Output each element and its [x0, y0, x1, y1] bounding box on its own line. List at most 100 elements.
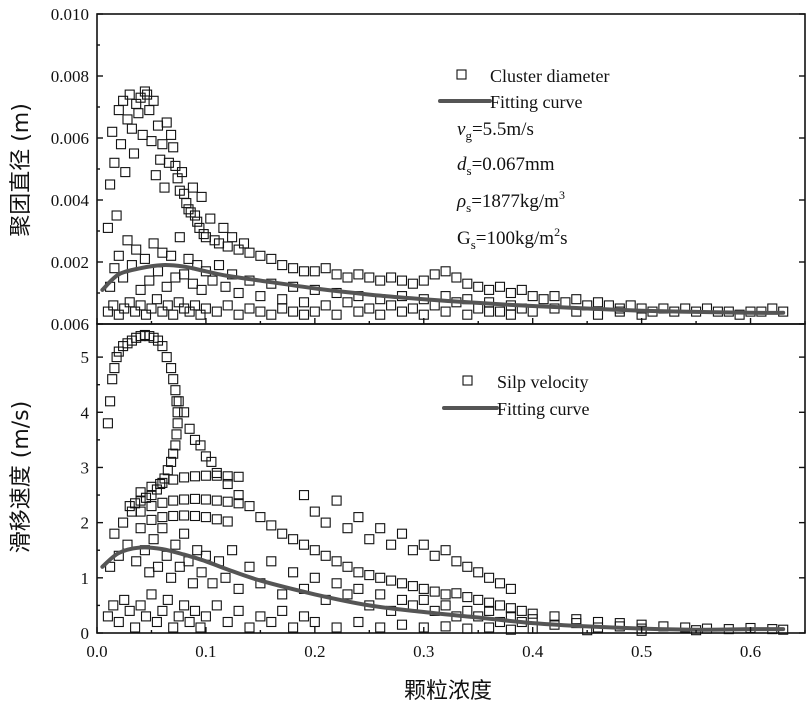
annotation-particle-density: ρs=1877kg/m3 [456, 188, 565, 215]
bottom-legend-line-label: Fitting curve [497, 399, 590, 419]
top-data-point [146, 136, 157, 147]
top-data-point [233, 287, 244, 299]
bottom-data-point [144, 567, 155, 578]
bottom-data-point [119, 594, 130, 605]
top-data-point [227, 232, 238, 243]
top-data-point [505, 287, 516, 299]
top-data-point [162, 300, 173, 311]
top-data-point [375, 275, 386, 286]
bottom-data-point [222, 478, 233, 490]
top-data-point [364, 272, 375, 283]
bottom-data-point [126, 506, 137, 517]
top-data-point [161, 117, 172, 128]
top-data-point [179, 303, 190, 314]
top-data-point [484, 306, 495, 317]
top-data-point [122, 235, 133, 246]
top-data-point [298, 266, 310, 277]
bottom-data-point [255, 512, 266, 523]
bottom-data-point [211, 600, 222, 611]
bottom-data-point [109, 528, 120, 539]
bottom-data-point [277, 528, 288, 539]
bottom-data-point [124, 501, 135, 512]
bottom-data-point [102, 418, 113, 429]
bottom-data-point [170, 440, 181, 451]
top-data-point [144, 105, 155, 116]
top-data-point [130, 306, 141, 317]
top-data-point [288, 263, 299, 274]
bottom-legend-marker [462, 375, 473, 386]
bottom-data-point [375, 589, 386, 600]
top-data-point [105, 179, 116, 190]
top-data-point [213, 260, 225, 271]
top-data-point [120, 167, 131, 178]
top-data-point [462, 278, 473, 289]
top-y-tick-label: 0.008 [51, 67, 89, 86]
top-data-point [440, 306, 451, 317]
bottom-data-point [277, 589, 288, 600]
bottom-data-point [571, 614, 582, 625]
top-data-point [152, 120, 164, 131]
bottom-data-point [342, 523, 353, 534]
bottom-data-point [124, 605, 135, 616]
bottom-data-point [342, 561, 353, 572]
bottom-data-point [118, 517, 129, 528]
bottom-data-point [429, 586, 440, 597]
top-data-point [176, 167, 188, 178]
bottom-data-point [418, 539, 429, 550]
top-data-point [173, 297, 184, 308]
top-data-point [157, 139, 168, 150]
top-data-point [181, 198, 192, 209]
bottom-data-point [151, 616, 162, 628]
x-tick-label: 0.0 [86, 642, 107, 661]
top-data-point [115, 139, 127, 150]
top-data-point [266, 309, 277, 320]
bottom-data-point [192, 545, 203, 556]
bottom-data-point [473, 594, 484, 605]
bottom-data-point [298, 539, 310, 550]
top-data-point [244, 303, 255, 314]
bottom-data-point [298, 611, 310, 622]
bottom-y-tick-label: 4 [81, 403, 90, 422]
bottom-y-tick-label: 2 [81, 514, 90, 533]
top-data-point [386, 272, 397, 283]
bottom-data-point [244, 561, 255, 572]
top-data-point [353, 306, 364, 317]
bottom-data-point [135, 487, 146, 498]
bottom-data-point [200, 512, 211, 523]
bottom-data-point [152, 561, 164, 572]
top-data-point [238, 238, 250, 249]
top-data-point [159, 182, 170, 193]
top-data-point [396, 306, 408, 317]
top-data-point [309, 306, 320, 317]
bottom-data-point [200, 470, 211, 481]
top-data-point [124, 297, 135, 308]
top-data-point [157, 306, 168, 317]
top-scatter-points [102, 86, 789, 320]
bottom-data-point [233, 471, 244, 482]
bottom-data-point [451, 588, 462, 599]
top-data-point [207, 275, 218, 286]
bottom-data-point [166, 572, 177, 583]
top-data-point [139, 253, 150, 264]
bottom-data-point [353, 512, 364, 523]
top-data-point [538, 294, 549, 305]
top-data-point [135, 284, 146, 295]
top-data-point [418, 275, 429, 286]
top-data-point [189, 210, 201, 221]
top-data-point [211, 306, 222, 317]
top-data-point [166, 129, 177, 140]
bottom-data-point [151, 484, 162, 495]
bottom-data-point [320, 517, 331, 528]
top-data-point [135, 300, 146, 311]
bottom-data-point [211, 467, 222, 479]
top-data-point [396, 275, 408, 286]
bottom-data-point [157, 477, 168, 488]
bottom-data-point [375, 572, 386, 583]
top-data-point [174, 232, 185, 243]
top-data-point [137, 129, 148, 140]
bottom-data-point [462, 605, 473, 616]
top-data-point [168, 309, 179, 320]
top-data-point [571, 294, 582, 305]
bottom-data-point [200, 494, 211, 505]
